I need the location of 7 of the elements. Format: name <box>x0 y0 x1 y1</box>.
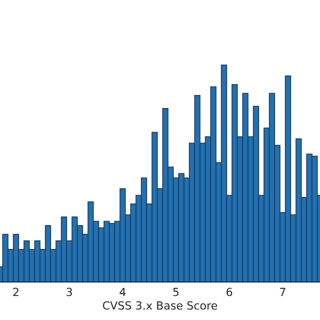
x-tick-label: 4 <box>120 288 126 296</box>
x-tick-label: 2 <box>13 288 18 296</box>
x-axis-title: CVSS 3.x Base Score <box>102 301 218 310</box>
x-tick-label: 7 <box>280 288 286 296</box>
x-tick-label: 3 <box>66 288 72 296</box>
x-tick-label: 5 <box>173 288 179 296</box>
x-tick-label: 6 <box>226 288 232 296</box>
